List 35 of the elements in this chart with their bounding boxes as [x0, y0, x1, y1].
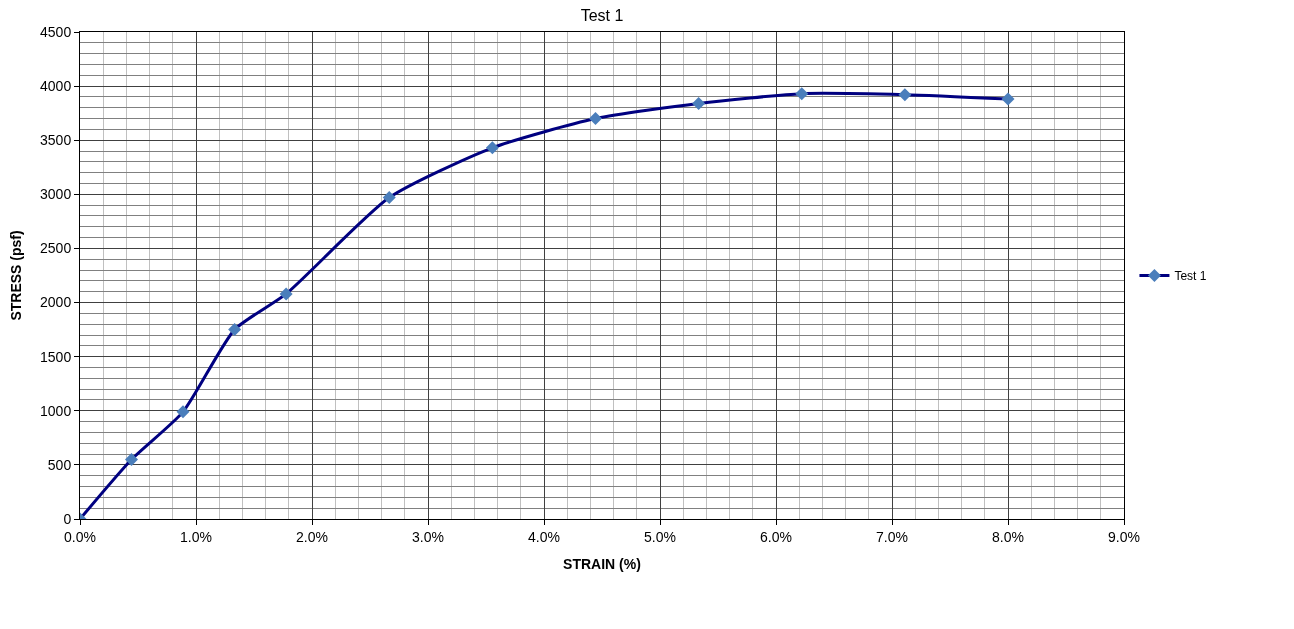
- y-axis-title: STRESS (psf): [7, 230, 24, 321]
- y-tick-label: 1500: [40, 348, 72, 365]
- point: [795, 87, 809, 101]
- chart-title: Test 1: [580, 6, 624, 24]
- point: [692, 96, 706, 110]
- point: [279, 287, 293, 301]
- point: [1001, 92, 1015, 106]
- x-tick-label: 7.0%: [876, 528, 908, 545]
- point: [589, 112, 602, 126]
- x-tick-label: 8.0%: [992, 528, 1024, 545]
- x-tick-label: 2.0%: [296, 528, 328, 545]
- y-tick-label: 2500: [40, 240, 72, 257]
- point: [228, 323, 242, 337]
- x-tick-label: 5.0%: [644, 528, 676, 545]
- y-tick-label: 500: [47, 456, 72, 473]
- y-tick-label: 4000: [40, 78, 72, 95]
- point: [125, 452, 138, 466]
- point: [176, 405, 190, 419]
- x-tick-label: 3.0%: [412, 528, 444, 545]
- x-axis-title: STRAIN (%): [563, 556, 641, 573]
- x-tick-label: 4.0%: [528, 528, 560, 545]
- y-tick-label: 4500: [40, 23, 72, 40]
- point: [898, 88, 912, 102]
- x-tick-label: 0.0%: [64, 528, 96, 545]
- point: [485, 141, 499, 155]
- x-tick-label: 1.0%: [180, 528, 212, 545]
- x-tick-label: 6.0%: [760, 528, 792, 545]
- y-tick-label: 2000: [40, 294, 72, 311]
- y-tick-label: 0: [63, 510, 72, 527]
- x-tick-label: 9.0%: [1108, 528, 1140, 545]
- point: [382, 191, 396, 205]
- y-tick-label: 3500: [40, 132, 72, 149]
- y-tick-label: 3000: [40, 186, 72, 203]
- y-tick-label: 1000: [40, 402, 72, 419]
- legend-label: Test 1: [1174, 269, 1207, 284]
